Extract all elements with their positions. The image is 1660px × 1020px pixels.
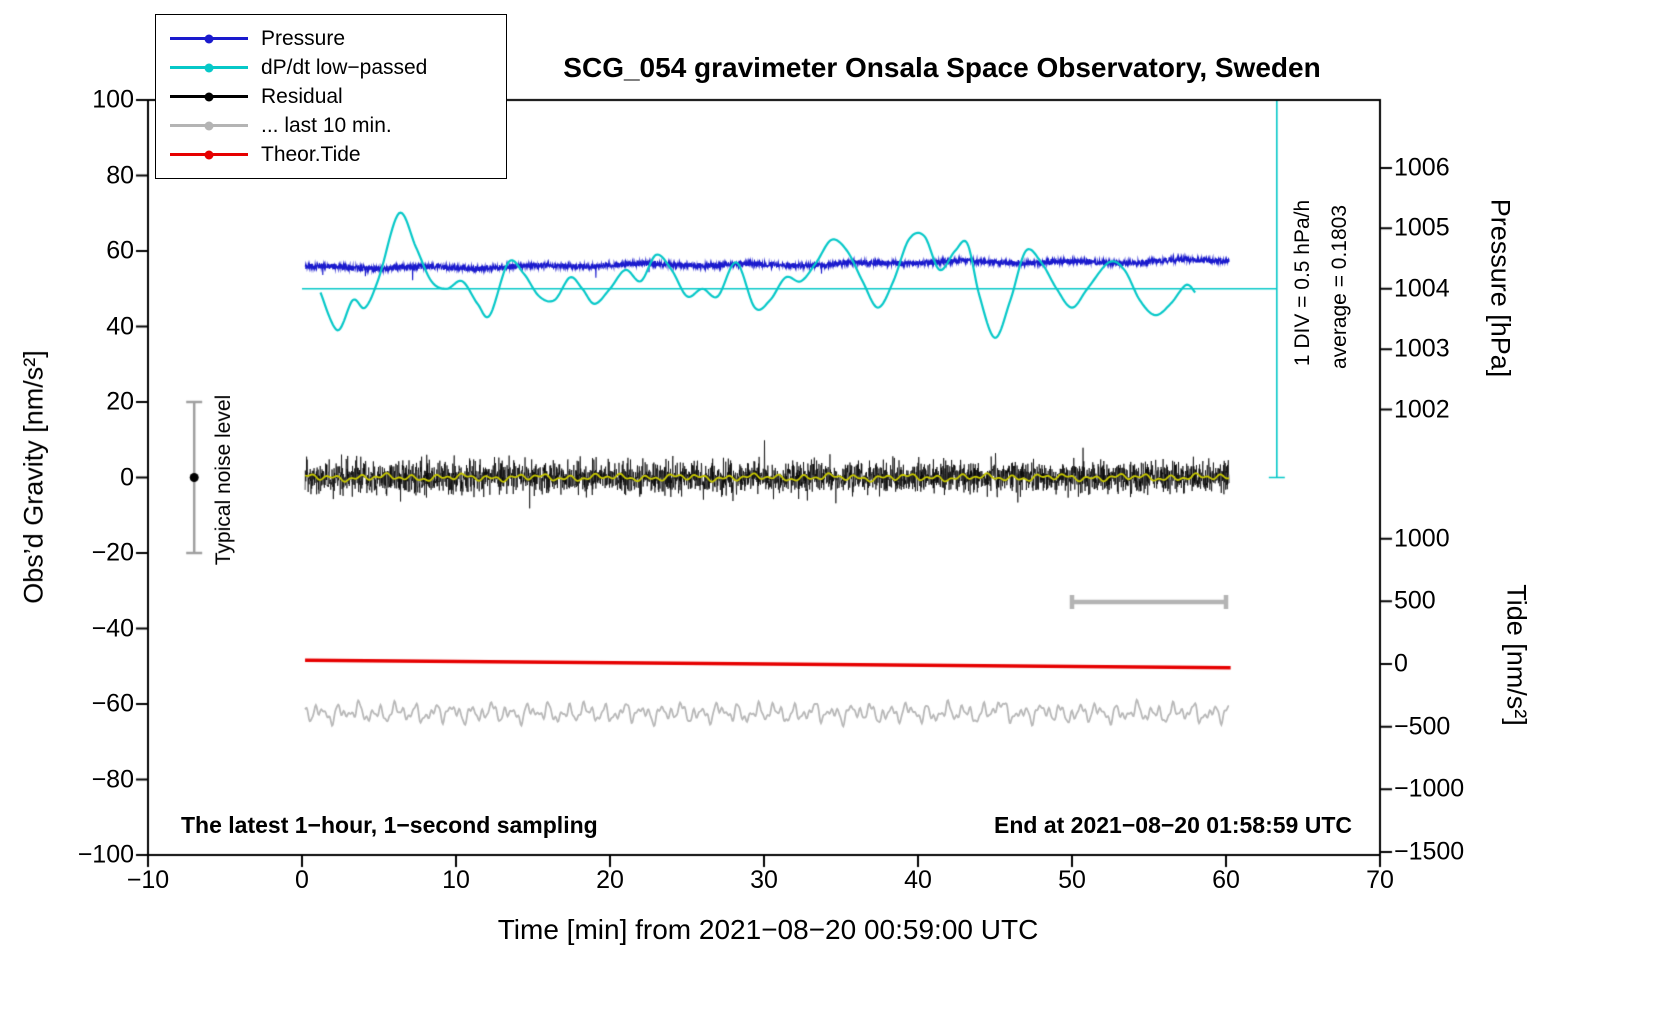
residual-line-swatch bbox=[170, 92, 248, 101]
page-title: SCG_054 gravimeter Onsala Space Observat… bbox=[563, 52, 1321, 83]
y-axis-label-tide: Tide [nm/s²] bbox=[1501, 584, 1532, 726]
tick-label: −40 bbox=[91, 614, 134, 642]
tick-label: 1003 bbox=[1394, 334, 1450, 363]
legend: Pressure dP/dt low−passed Residual ... l… bbox=[155, 14, 507, 179]
tick-label: 60 bbox=[106, 236, 134, 265]
tick-label: 0 bbox=[295, 866, 309, 894]
tick-label: −1000 bbox=[1394, 774, 1465, 803]
residual-dot-icon bbox=[204, 92, 214, 101]
tick-label: 1005 bbox=[1394, 213, 1450, 242]
tick-label: 20 bbox=[596, 866, 624, 894]
pressure-dot-icon bbox=[204, 34, 214, 43]
dpdt-line-swatch bbox=[170, 63, 248, 72]
legend-item-pressure: Pressure bbox=[170, 24, 492, 53]
theor-tide-dot-icon bbox=[204, 150, 214, 159]
legend-label-residual: Residual bbox=[261, 84, 343, 108]
tick-label: 10 bbox=[442, 866, 470, 894]
tick-label: 100 bbox=[92, 85, 134, 114]
legend-label-theor-tide: Theor.Tide bbox=[261, 142, 361, 166]
dpdt-dot-icon bbox=[204, 63, 214, 72]
y-axis-label-pressure: Pressure [hPa] bbox=[1485, 198, 1516, 378]
tick-label: 20 bbox=[106, 387, 134, 416]
sampling-info-text: The latest 1−hour, 1−second sampling bbox=[181, 812, 598, 838]
tick-label: 50 bbox=[1058, 866, 1086, 894]
tick-label: −100 bbox=[77, 840, 134, 869]
tick-label: −20 bbox=[91, 538, 134, 567]
tick-label: 30 bbox=[750, 866, 778, 894]
legend-label-dpdt: dP/dt low−passed bbox=[261, 55, 428, 79]
tick-label: −1500 bbox=[1394, 837, 1465, 866]
x-axis-label: Time [min] from 2021−08−20 00:59:00 UTC bbox=[497, 914, 1039, 945]
tick-label: −60 bbox=[91, 689, 134, 718]
tick-label: 500 bbox=[1394, 586, 1436, 615]
tick-label: 1000 bbox=[1394, 524, 1450, 553]
legend-item-residual: Residual bbox=[170, 82, 492, 111]
tick-label: 40 bbox=[904, 866, 932, 894]
legend-item-dpdt: dP/dt low−passed bbox=[170, 53, 492, 82]
tick-label: 0 bbox=[120, 463, 134, 491]
tick-label: −10 bbox=[126, 866, 170, 894]
legend-label-last10: ... last 10 min. bbox=[261, 113, 392, 137]
average-value-label: average = 0.1803 bbox=[1328, 204, 1351, 370]
tick-label: −500 bbox=[1394, 712, 1451, 741]
typical-noise-level-label: Typical noise level bbox=[212, 394, 235, 566]
tick-label: 40 bbox=[106, 312, 134, 340]
legend-label-pressure: Pressure bbox=[261, 26, 346, 50]
tick-label: 80 bbox=[106, 161, 134, 189]
tick-label: −80 bbox=[91, 765, 134, 793]
tick-label: 0 bbox=[1394, 649, 1408, 678]
legend-item-theor-tide: Theor.Tide bbox=[170, 140, 492, 169]
tick-label: 70 bbox=[1366, 866, 1394, 894]
tick-label: 1004 bbox=[1394, 274, 1450, 303]
last10-line-swatch bbox=[170, 121, 248, 130]
tick-label: 1002 bbox=[1394, 395, 1450, 424]
pressure-line-swatch bbox=[170, 34, 248, 43]
end-time-text: End at 2021−08−20 01:58:59 UTC bbox=[994, 812, 1352, 838]
y-axis-label-gravity: Obs’d Gravity [nm/s²] bbox=[18, 350, 49, 604]
legend-item-last10: ... last 10 min. bbox=[170, 111, 492, 140]
tick-label: 1006 bbox=[1394, 153, 1450, 182]
theor-tide-line-swatch bbox=[170, 150, 248, 159]
div-scale-label: 1 DIV = 0.5 hPa/h bbox=[1291, 199, 1314, 367]
last10-dot-icon bbox=[204, 121, 214, 130]
tick-label: 60 bbox=[1212, 866, 1240, 894]
